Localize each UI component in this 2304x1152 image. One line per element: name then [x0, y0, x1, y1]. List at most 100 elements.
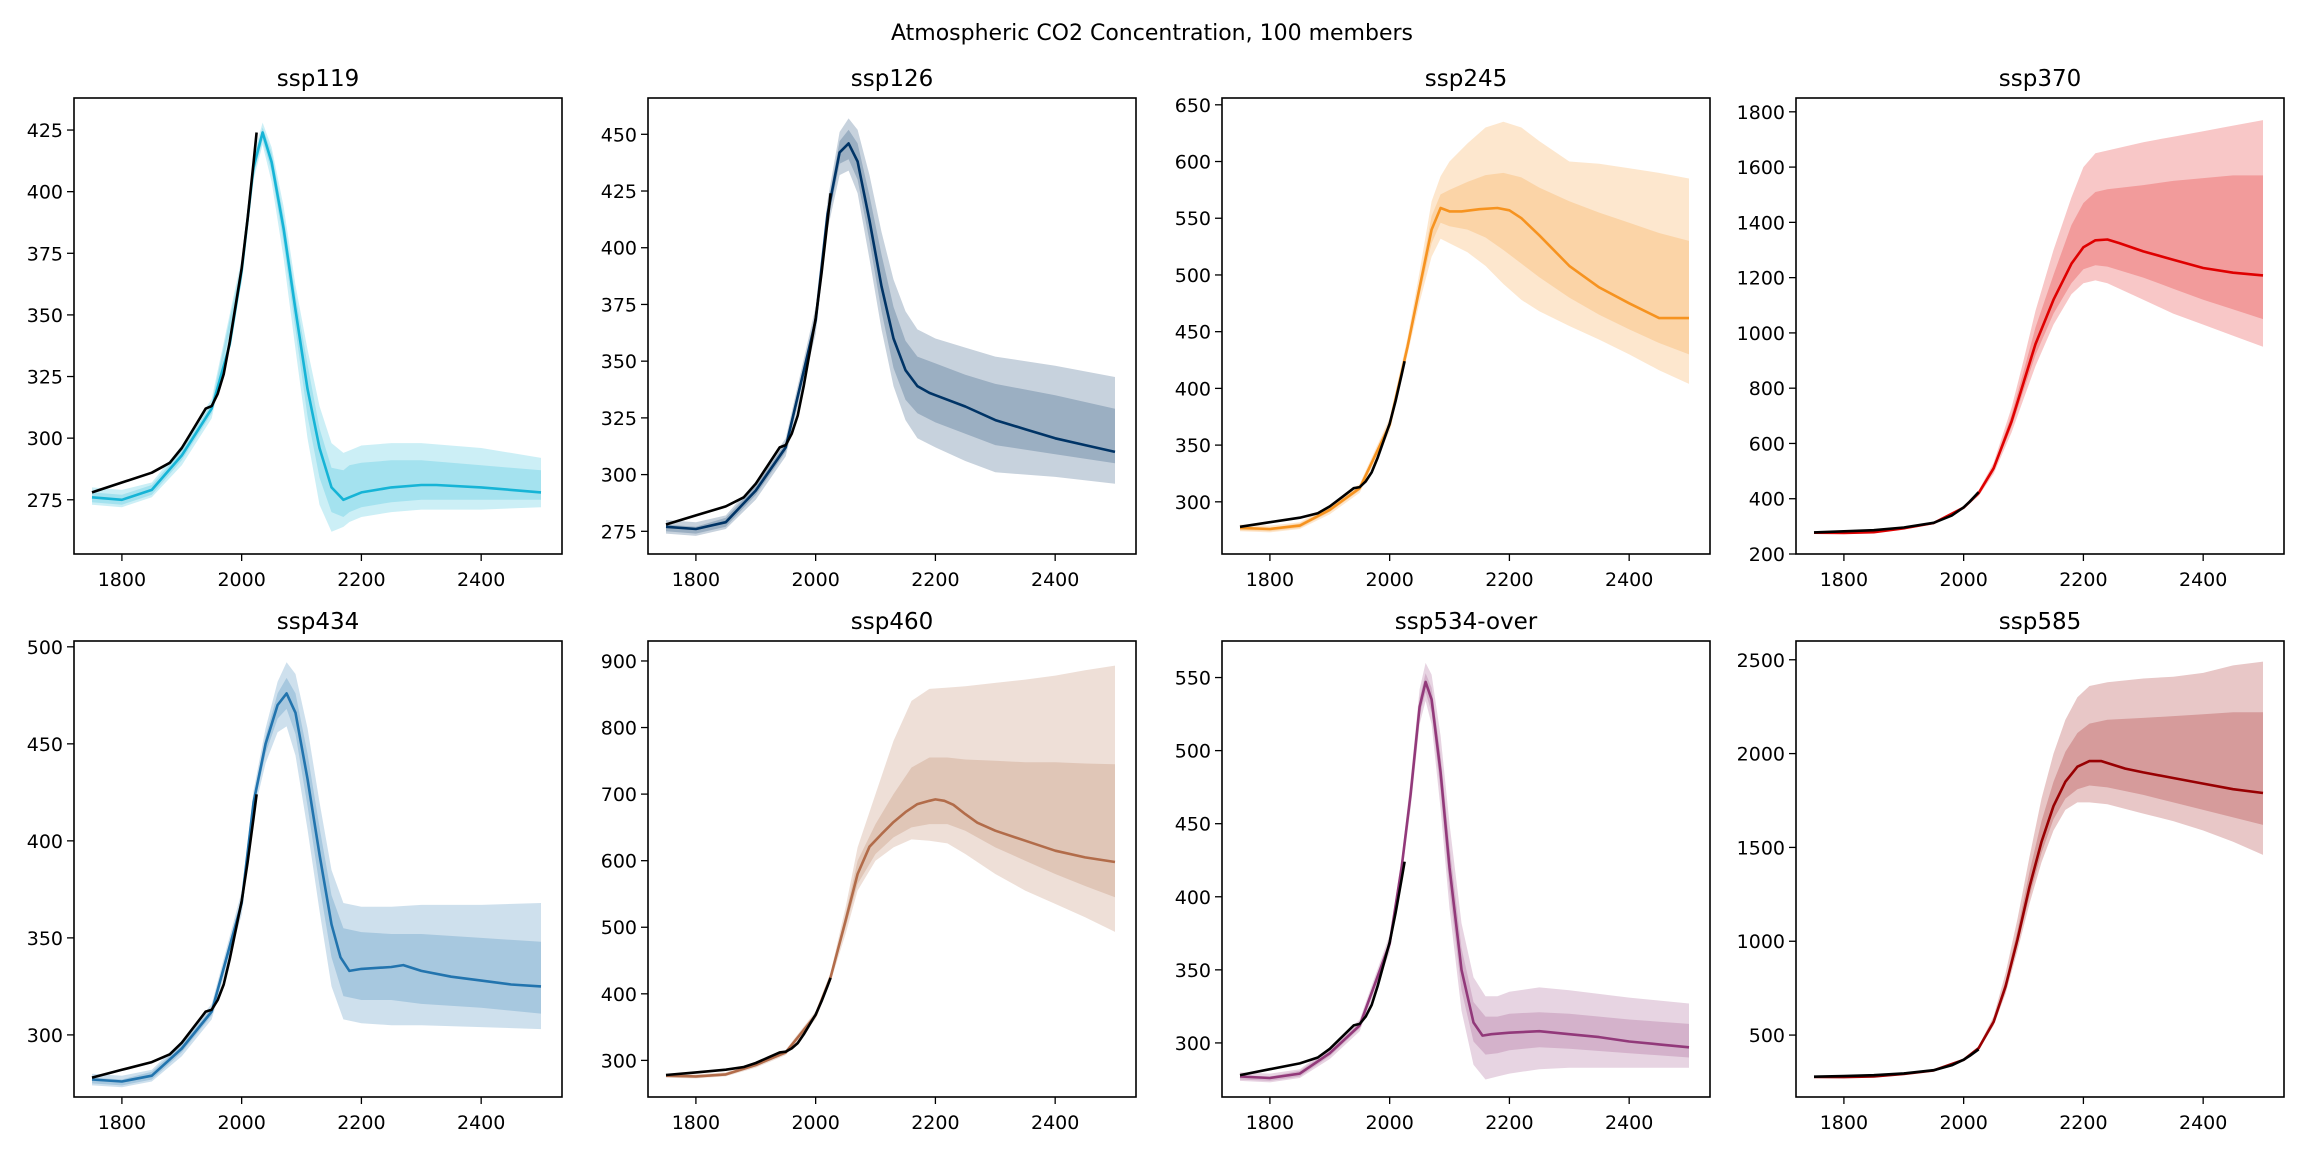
subplot-ssp585: 1800 2000 2200 2400 500 1000 1500 2000 2500 ssp58… — [1737, 609, 2285, 1134]
axes-frame — [73, 640, 563, 1098]
y-tick-label: 1400 — [1737, 212, 1785, 234]
x-tick-label: 2400 — [1031, 569, 1079, 591]
y-tick-label: 550 — [1175, 208, 1211, 230]
y-tick-label: 400 — [1749, 489, 1785, 511]
y-tick-label: 350 — [601, 351, 637, 373]
plot-area — [1239, 121, 1689, 533]
uncertainty-band-2 — [1240, 172, 1689, 532]
y-tick-label: 1000 — [1737, 323, 1785, 345]
historical-line — [1239, 861, 1406, 1077]
y-tick-label: 400 — [601, 238, 637, 260]
y-tick-label: 1000 — [1737, 931, 1785, 953]
x-tick-label: 2200 — [911, 569, 959, 591]
y-tick-label: 500 — [1175, 741, 1211, 763]
uncertainty-band-1 — [1814, 120, 2263, 534]
subplot-ssp126: 1800 2000 2200 2400 275 300 325 350 375 400 425 450… — [601, 66, 1137, 591]
axes-frame — [1795, 640, 2285, 1098]
historical-line — [665, 977, 832, 1077]
y-tick-label: 375 — [27, 243, 63, 265]
y-tick-label: 550 — [1175, 668, 1211, 690]
x-tick-label: 2200 — [337, 1112, 385, 1134]
y-tick-label: 2500 — [1737, 650, 1785, 672]
figure-title: Atmospheric CO2 Concentration, 100 membe… — [891, 21, 1413, 46]
y-tick-label: 500 — [1175, 265, 1211, 287]
uncertainty-band-2 — [666, 757, 1115, 1078]
x-tick-label: 2400 — [457, 1112, 505, 1134]
x-tick-label: 2000 — [217, 569, 265, 591]
x-tick-label: 1800 — [1246, 1112, 1294, 1134]
y-tick-label: 300 — [27, 1025, 63, 1047]
historical-line — [1813, 491, 1980, 534]
subplot-title: ssp434 — [277, 609, 359, 635]
y-tick-label: 400 — [1175, 378, 1211, 400]
historical-line — [1239, 360, 1406, 529]
x-tick-label: 2200 — [2059, 569, 2107, 591]
y-tick-label: 300 — [601, 465, 637, 487]
subplot-title: ssp534-over — [1395, 609, 1538, 635]
x-tick-label: 2200 — [1485, 569, 1533, 591]
uncertainty-band-2 — [1814, 712, 2263, 1078]
axes-frame — [1221, 97, 1711, 555]
y-tick-label: 900 — [601, 651, 637, 673]
uncertainty-band-2 — [92, 677, 541, 1086]
median-line — [1239, 206, 1689, 531]
y-tick-label: 1500 — [1737, 837, 1785, 859]
y-tick-label: 700 — [601, 784, 637, 806]
x-tick-label: 2000 — [1939, 569, 1987, 591]
y-tick-label: 350 — [27, 928, 63, 950]
y-tick-label: 300 — [1175, 1033, 1211, 1055]
y-tick-label: 450 — [601, 124, 637, 146]
y-tick-label: 375 — [601, 294, 637, 316]
historical-line — [665, 193, 832, 526]
y-tick-label: 325 — [27, 367, 63, 389]
plot-area — [1239, 662, 1690, 1083]
uncertainty-band-1 — [666, 665, 1115, 1079]
subplot-ssp119: 1800 2000 2200 2400 275 300 325 350 375 400 425 ssp… — [27, 66, 563, 591]
median-line — [1239, 680, 1690, 1080]
y-tick-label: 800 — [601, 718, 637, 740]
x-tick-label: 2000 — [791, 1112, 839, 1134]
x-tick-label: 2200 — [1485, 1112, 1533, 1134]
y-tick-label: 400 — [27, 831, 63, 853]
y-tick-label: 450 — [1175, 814, 1211, 836]
axes-frame — [647, 640, 1137, 1098]
x-tick-label: 1800 — [1820, 569, 1868, 591]
x-tick-label: 1800 — [1820, 1112, 1868, 1134]
y-tick-label: 450 — [27, 734, 63, 756]
historical-line — [1813, 1048, 1980, 1078]
plot-area — [91, 662, 542, 1088]
x-tick-label: 1800 — [672, 1112, 720, 1134]
y-tick-label: 200 — [1749, 544, 1785, 566]
x-tick-label: 1800 — [1246, 569, 1294, 591]
subplot-title: ssp370 — [1999, 66, 2081, 92]
y-tick-label: 600 — [601, 851, 637, 873]
x-tick-label: 1800 — [98, 1112, 146, 1134]
median-line — [665, 142, 1116, 531]
historical-line — [91, 132, 258, 494]
uncertainty-band-2 — [666, 129, 1115, 534]
y-tick-label: 2000 — [1737, 744, 1785, 766]
subplot-title: ssp460 — [851, 609, 933, 635]
y-tick-label: 1200 — [1737, 268, 1785, 290]
x-tick-label: 2000 — [1939, 1112, 1987, 1134]
x-tick-label: 1800 — [672, 569, 720, 591]
subplot-ssp370: 1800 2000 2200 2400 200 400 600 800 1000 1200 1400… — [1737, 66, 2285, 591]
x-tick-label: 2200 — [337, 569, 385, 591]
y-tick-label: 600 — [1175, 152, 1211, 174]
x-tick-label: 1800 — [98, 569, 146, 591]
subplot-grid: 1800 2000 2200 2400 275 300 325 350 375 400 425 ssp… — [27, 66, 2285, 1134]
subplot-title: ssp585 — [1999, 609, 2081, 635]
plot-area — [665, 118, 1116, 536]
subplot-ssp245: 1800 2000 2200 2400 300 350 400 450 500 550 600 650… — [1175, 66, 1711, 591]
y-tick-label: 275 — [601, 521, 637, 543]
plot-area — [1813, 661, 2264, 1079]
x-tick-label: 2200 — [2059, 1112, 2107, 1134]
y-tick-label: 1600 — [1737, 157, 1785, 179]
y-tick-label: 350 — [27, 305, 63, 327]
uncertainty-band-2 — [1240, 673, 1689, 1081]
y-tick-label: 350 — [1175, 960, 1211, 982]
uncertainty-band-1 — [1240, 662, 1689, 1083]
uncertainty-band-2 — [1814, 175, 2263, 534]
historical-line — [91, 794, 258, 1079]
